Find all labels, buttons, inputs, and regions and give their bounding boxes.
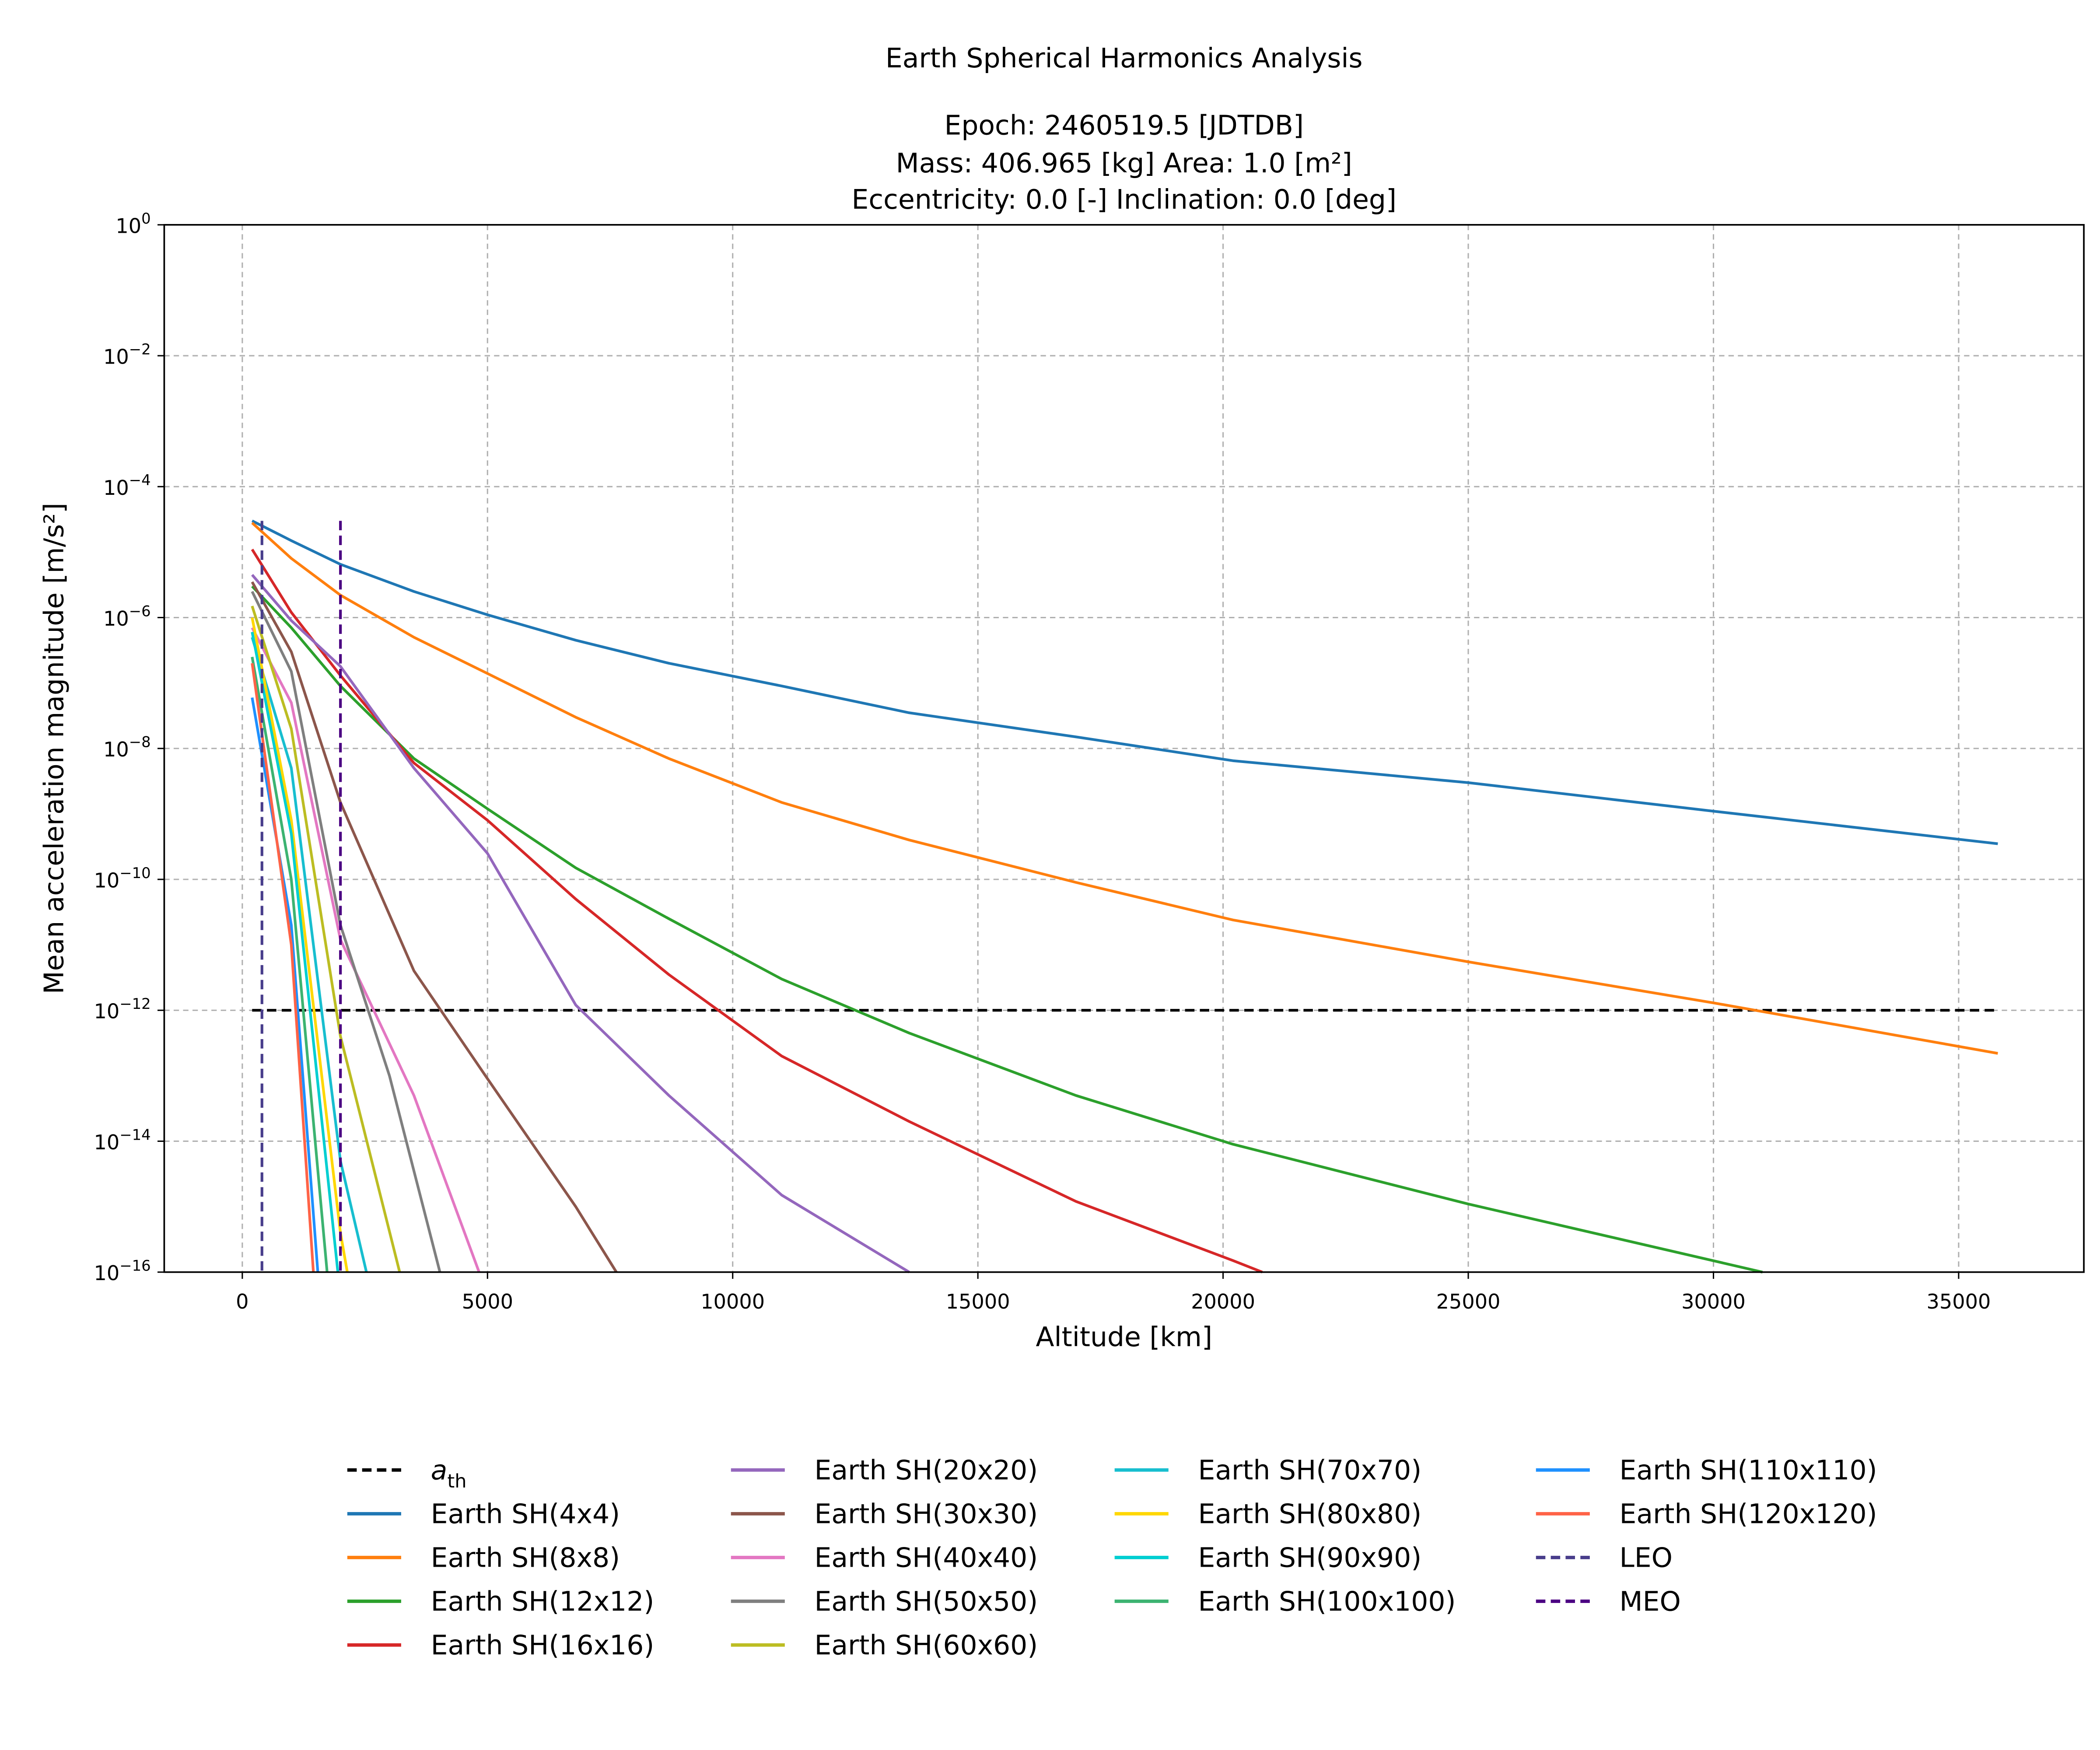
- series-line: [251, 663, 315, 1272]
- x-tick-label: 10000: [700, 1290, 765, 1313]
- legend-label: Earth SH(110x110): [1620, 1455, 1877, 1486]
- legend-item: LEO: [1536, 1542, 1673, 1574]
- y-tick-label: 10−16: [94, 1257, 151, 1285]
- chart-subtitle-epoch: Epoch: 2460519.5 [JDTDB]: [944, 110, 1304, 141]
- y-tick-label: 10−4: [103, 472, 151, 500]
- y-tick-label: 10−14: [94, 1126, 151, 1154]
- legend-item: Earth SH(12x12): [347, 1586, 654, 1617]
- legend-item: Earth SH(100x100): [1114, 1586, 1456, 1617]
- series-line: [251, 549, 1263, 1274]
- legend-label: Earth SH(16x16): [431, 1630, 654, 1661]
- legend-label: Earth SH(120x120): [1620, 1498, 1877, 1530]
- legend-label: Earth SH(50x50): [815, 1586, 1038, 1617]
- legend-item: Earth SH(8x8): [347, 1542, 620, 1574]
- legend-label: LEO: [1620, 1542, 1673, 1574]
- x-axis-ticks: 0 5000 10000 15000 20000 25000 30000 35000: [236, 1272, 1991, 1313]
- legend-item: Earth SH(70x70): [1114, 1455, 1421, 1486]
- y-tick-label: 10−6: [103, 602, 151, 630]
- legend-item: Earth SH(4x4): [347, 1498, 620, 1530]
- series-line: [251, 657, 329, 1272]
- y-tick-label: 10−12: [94, 995, 151, 1023]
- legend-item: Earth SH(16x16): [347, 1630, 654, 1661]
- legend-item: ath: [347, 1455, 467, 1492]
- series-line: [251, 519, 1998, 845]
- series-line: [251, 697, 319, 1272]
- legend-label: Earth SH(8x8): [431, 1542, 620, 1574]
- legend-item: Earth SH(40x40): [731, 1542, 1038, 1574]
- chart-title: Earth Spherical Harmonics Analysis: [886, 42, 1363, 74]
- series-line: [251, 522, 1998, 1055]
- legend-label: Earth SH(12x12): [431, 1586, 654, 1617]
- legend-label: Earth SH(100x100): [1198, 1586, 1456, 1617]
- x-tick-label: 15000: [946, 1290, 1010, 1313]
- x-tick-label: 20000: [1191, 1290, 1255, 1313]
- legend-label: Earth SH(60x60): [815, 1630, 1038, 1661]
- x-tick-label: 35000: [1927, 1290, 1991, 1313]
- legend-item: Earth SH(110x110): [1536, 1455, 1877, 1486]
- series-line: [251, 581, 618, 1273]
- legend-label: ath: [431, 1455, 467, 1492]
- y-axis-ticks: 100 10−2 10−4 10−6 10−8 10−10 10−12 10−14 10−16: [94, 210, 164, 1285]
- x-tick-label: 30000: [1681, 1290, 1746, 1313]
- legend-item: Earth SH(80x80): [1114, 1498, 1421, 1530]
- series-line: [251, 606, 401, 1273]
- y-tick-label: 100: [116, 210, 150, 238]
- legend-item: Earth SH(90x90): [1114, 1542, 1421, 1574]
- series-line: [251, 617, 349, 1273]
- grid-lines: [164, 224, 2084, 1273]
- legend-label: MEO: [1620, 1586, 1681, 1617]
- y-tick-label: 10−10: [94, 864, 151, 892]
- x-tick-label: 25000: [1436, 1290, 1501, 1313]
- y-axis-label: Mean acceleration magnitude [m/s²]: [38, 503, 70, 994]
- series-line: [251, 632, 340, 1273]
- legend-label: Earth SH(90x90): [1198, 1542, 1421, 1574]
- legend-item: Earth SH(20x20): [731, 1455, 1038, 1486]
- legend-label: Earth SH(70x70): [1198, 1455, 1421, 1486]
- series-line: [251, 574, 910, 1274]
- y-tick-label: 10−8: [103, 734, 151, 762]
- legend-item: MEO: [1536, 1586, 1681, 1617]
- y-tick-label: 10−2: [103, 341, 151, 369]
- series-line: [251, 637, 368, 1273]
- legend-item: Earth SH(50x50): [731, 1586, 1038, 1617]
- legend-item: Earth SH(120x120): [1536, 1498, 1877, 1530]
- chart-subtitle-mass-area: Mass: 406.965 [kg] Area: 1.0 [m²]: [896, 147, 1352, 179]
- legend-item: Earth SH(60x60): [731, 1630, 1038, 1661]
- x-tick-label: 5000: [462, 1290, 513, 1313]
- legend-label: Earth SH(4x4): [431, 1498, 620, 1530]
- legend-label: Earth SH(80x80): [1198, 1498, 1421, 1530]
- data-series: [251, 519, 1998, 1274]
- legend-label: Earth SH(30x30): [815, 1498, 1038, 1530]
- chart-subtitle-ecc-inc: Eccentricity: 0.0 [-] Inclination: 0.0 […: [851, 184, 1396, 215]
- legend-item: Earth SH(30x30): [731, 1498, 1038, 1530]
- x-axis-label: Altitude [km]: [1036, 1321, 1212, 1353]
- legend: ath Earth SH(4x4) Earth SH(8x8) Earth SH(12…: [347, 1455, 1877, 1661]
- x-tick-label: 0: [236, 1290, 248, 1313]
- legend-label: Earth SH(20x20): [815, 1455, 1038, 1486]
- legend-label: Earth SH(40x40): [815, 1542, 1038, 1574]
